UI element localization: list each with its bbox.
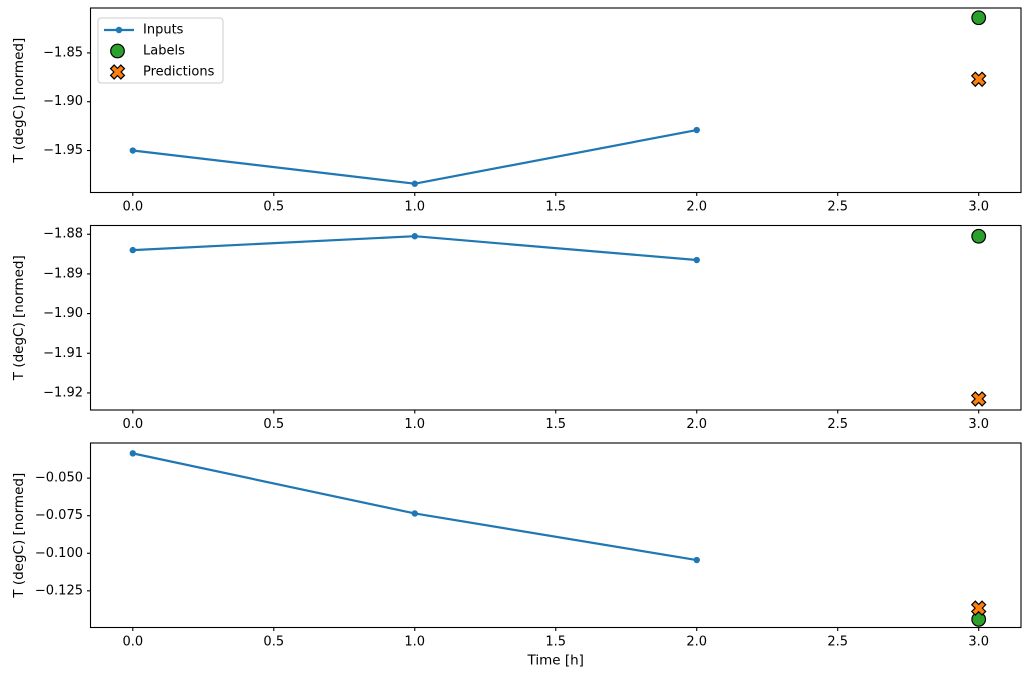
x-tick-label: 1.0: [404, 417, 425, 432]
x-tick-label: 0.0: [122, 635, 143, 650]
x-tick-label: 0.0: [122, 417, 143, 432]
x-tick-label: 0.0: [122, 200, 143, 215]
legend-entry-label: Inputs: [143, 23, 184, 38]
inputs-point-marker: [129, 450, 136, 457]
y-axis-label: T (degC) [normed]: [11, 473, 27, 599]
legend-entry-label: Labels: [143, 44, 185, 59]
inputs-point-marker: [693, 556, 700, 564]
x-tick-label: 2.0: [686, 417, 707, 432]
labels-circle-marker: [971, 10, 987, 26]
y-tick-label: −0.125: [35, 583, 83, 598]
x-tick-label: 1.5: [545, 200, 566, 215]
x-tick-label: 3.0: [968, 635, 989, 650]
inputs-point-marker: [129, 246, 136, 254]
inputs-point-marker: [411, 510, 418, 517]
y-tick-label: −1.95: [43, 143, 83, 158]
labels-circle-marker: [971, 611, 987, 627]
y-tick-label: −1.92: [43, 385, 83, 400]
y-tick-label: −0.075: [35, 508, 83, 523]
legend-entry-label: Predictions: [143, 65, 215, 80]
y-tick-label: −1.91: [43, 346, 83, 361]
x-tick-label: 2.5: [827, 635, 848, 650]
predictions-x-marker: [970, 71, 987, 88]
x-tick-label: 0.5: [263, 635, 284, 650]
axes-frame: [89, 7, 1022, 194]
x-tick-label: 2.0: [686, 200, 707, 215]
x-tick-label: 1.0: [404, 635, 425, 650]
y-tick-label: −1.88: [43, 227, 83, 242]
x-tick-label: 3.0: [968, 417, 989, 432]
axes-frame: [89, 442, 1022, 629]
y-tick-label: −0.100: [35, 546, 83, 561]
x-tick-label: 2.5: [827, 200, 848, 215]
y-tick-label: −1.90: [43, 306, 83, 321]
y-axis-label: T (degC) [normed]: [11, 255, 27, 381]
y-tick-label: −1.85: [43, 45, 83, 60]
subplot-2: 0.0 0.5 1.0 1.5 2.0 2.5 3.0 −1.88 −1.89 −1.90 −1.9…: [11, 224, 1022, 432]
x-tick-label: 0.5: [263, 200, 284, 215]
inputs-point-marker: [693, 256, 700, 264]
predictions-x-marker: [970, 391, 987, 407]
inputs-point-marker: [693, 126, 700, 134]
inputs-point-marker: [411, 233, 418, 240]
inputs-point-marker: [129, 147, 136, 154]
x-tick-label: 2.5: [827, 417, 848, 432]
inputs-point-marker: [411, 180, 418, 187]
y-tick-label: −1.90: [43, 94, 83, 109]
labels-circle-marker: [971, 228, 987, 244]
legend-box: [97, 17, 224, 84]
x-tick-label: 1.0: [404, 200, 425, 215]
subplot-1: 0.0 0.5 1.0 1.5 2.0 2.5 3.0 −1.85 −1.90 −1.95 T (d…: [11, 7, 1022, 215]
y-tick-label: −1.89: [43, 266, 83, 281]
legend: Inputs Labels Predictions: [97, 17, 224, 84]
x-tick-label: 2.0: [686, 635, 707, 650]
axes-frame: [89, 224, 1022, 411]
legend-inputs-dot-icon: [115, 26, 123, 34]
x-tick-label: 3.0: [968, 200, 989, 215]
y-tick-label: −0.050: [35, 471, 83, 486]
x-tick-label: 1.5: [545, 635, 566, 650]
y-axis-label: T (degC) [normed]: [11, 38, 27, 164]
subplot-3: 0.0 0.5 1.0 1.5 2.0 2.5 3.0 −0.050 −0.075 −0.100 −…: [11, 442, 1022, 669]
predictions-x-marker: [970, 600, 987, 616]
x-axis-label: Time [h]: [527, 653, 584, 669]
x-tick-label: 1.5: [545, 417, 566, 432]
x-tick-label: 0.5: [263, 417, 284, 432]
legend-labels-circle-icon: [110, 43, 125, 59]
legend-predictions-x-icon: [109, 64, 126, 80]
